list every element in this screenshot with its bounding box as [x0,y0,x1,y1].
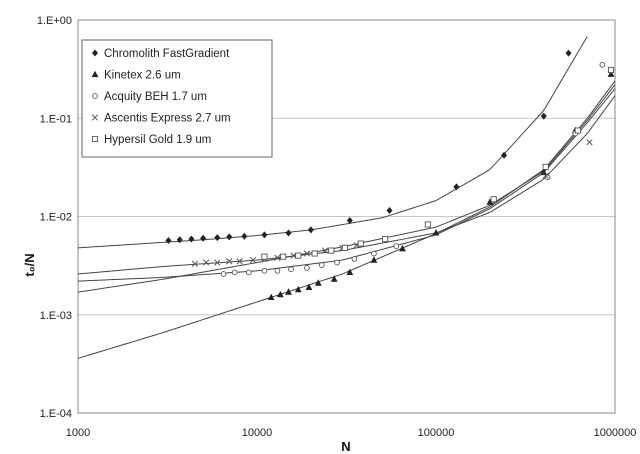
data-point-series-5 [261,253,268,260]
data-point-series-1 [261,231,268,239]
legend-entry-label: Chromolith FastGradient [104,48,230,60]
data-point-series-4 [203,259,210,266]
data-point-series-5 [311,250,318,257]
data-point-series-3 [393,243,400,249]
data-point-series-1 [226,233,233,241]
x-tick-label: 10000 [242,427,273,439]
data-point-series-2 [607,70,615,77]
data-point-series-3 [318,262,325,268]
data-point-series-5 [574,127,581,134]
x-tick-label: 100000 [418,427,455,439]
y-tick-label: 1.E-04 [40,408,72,420]
data-point-series-5 [357,240,364,247]
data-point-series-3 [288,266,294,273]
data-point-series-4 [303,250,311,257]
data-point-series-1 [165,236,172,244]
legend-entry-label: Ascentis Express 2.7 um [104,113,231,125]
data-point-series-1 [200,234,207,242]
legend-marker-1 [92,49,98,57]
data-point-series-3 [599,61,606,68]
data-point-series-2 [370,256,378,263]
data-point-series-5 [341,244,349,251]
legend-entry-label: Hypersil Gold 1.9 um [104,134,211,146]
legend-entry-label: Acquity BEH 1.7 um [104,91,207,103]
x-tick-label: 1000 [66,427,90,439]
data-point-series-1 [176,236,183,244]
data-point-series-5 [328,247,335,254]
legend-marker-5 [91,135,99,143]
data-point-series-3 [261,267,268,274]
data-point-series-1 [346,217,353,225]
data-point-series-2 [486,198,494,205]
data-point-series-2 [294,285,302,293]
y-tick-label: 1.E-01 [40,113,72,125]
data-point-series-2 [285,288,292,295]
data-point-series-2 [267,293,275,301]
data-point-series-2 [540,168,548,176]
y-tick-label: 1.E-03 [40,310,72,322]
data-point-series-3 [274,267,281,274]
data-points [165,49,615,301]
legend-marker-2 [91,70,99,78]
data-point-series-1 [307,226,314,234]
data-point-series-3 [245,269,252,276]
data-point-series-2 [276,290,284,298]
data-point-series-4 [214,259,221,266]
data-point-series-2 [399,244,406,252]
data-point-series-4 [542,172,549,179]
data-point-series-1 [285,229,292,237]
data-point-series-3 [220,271,227,277]
data-point-series-5 [490,196,497,203]
data-point-series-1 [540,112,547,120]
x-tick-label: 1000000 [594,427,637,439]
data-point-series-4 [226,258,233,265]
x-axis-ticks: 1000 10000 100000 1000000 [66,427,637,439]
y-tick-label: 1.E+00 [37,15,72,27]
legend-entry-label: Kinetex 2.6 um [104,70,181,82]
data-point-series-5 [382,235,389,243]
data-point-series-1 [453,183,460,191]
data-point-series-5 [280,253,287,260]
legend-box [81,39,273,158]
fit-curve-3 [77,88,616,282]
data-point-series-1 [214,234,221,242]
data-point-series-1 [565,49,572,57]
data-point-series-3 [351,256,358,262]
legend: Chromolith FastGradient Kinetex 2.6 um Acq… [81,39,273,158]
data-point-series-2 [346,268,354,275]
data-point-series-4 [274,254,281,261]
y-axis-ticks: 1.E-04 1.E-03 1.E-02 1.E-01 1.E+00 [37,15,72,420]
data-point-series-2 [314,279,322,286]
data-point-series-3 [334,259,340,266]
data-point-series-2 [305,283,313,290]
data-point-series-5 [424,221,431,228]
legend-marker-3 [92,93,98,99]
data-point-series-3 [231,269,238,276]
data-point-series-5 [542,163,549,170]
data-point-series-3 [304,265,310,271]
data-point-series-4 [321,247,329,254]
data-point-series-1 [501,151,508,159]
data-point-series-4 [191,260,199,267]
data-point-series-5 [607,66,615,74]
data-point-series-5 [295,252,302,259]
data-point-series-2 [330,275,338,282]
data-point-series-4 [249,256,257,264]
data-point-series-3 [371,250,377,257]
y-tick-label: 1.E-02 [40,212,72,224]
y-axis-title: t₀/N [22,253,37,276]
data-point-series-1 [188,235,195,243]
x-axis-title: N [341,439,350,454]
legend-marker-4 [91,114,99,121]
data-point-series-1 [386,207,393,215]
data-point-series-4 [586,139,593,146]
plot-area-frame [77,19,616,414]
data-point-series-4 [236,258,243,265]
data-point-series-1 [241,232,248,240]
data-point-series-2 [432,229,440,236]
